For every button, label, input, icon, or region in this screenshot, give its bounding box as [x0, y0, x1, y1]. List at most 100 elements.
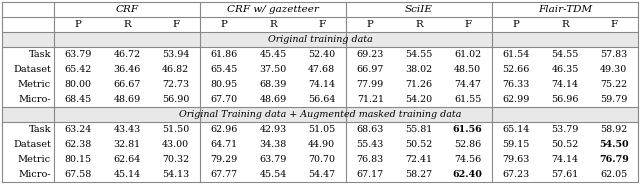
Text: 59.15: 59.15: [502, 140, 530, 149]
Text: R: R: [269, 20, 277, 29]
Text: 79.63: 79.63: [502, 155, 530, 164]
Text: 67.23: 67.23: [502, 170, 530, 179]
Text: Dataset: Dataset: [13, 65, 51, 74]
Text: 48.50: 48.50: [454, 65, 481, 74]
Text: 68.45: 68.45: [65, 95, 92, 104]
Text: 56.64: 56.64: [308, 95, 335, 104]
Text: 36.46: 36.46: [113, 65, 141, 74]
Text: Micro-: Micro-: [19, 170, 51, 179]
Text: 55.43: 55.43: [356, 140, 384, 149]
Text: Metric: Metric: [18, 80, 51, 89]
Text: 44.90: 44.90: [308, 140, 335, 149]
Text: 46.35: 46.35: [551, 65, 579, 74]
Text: 71.21: 71.21: [357, 95, 384, 104]
Text: 54.13: 54.13: [162, 170, 189, 179]
Text: 48.69: 48.69: [113, 95, 141, 104]
Text: 59.79: 59.79: [600, 95, 627, 104]
Text: Micro-: Micro-: [19, 95, 51, 104]
Text: 45.54: 45.54: [259, 170, 287, 179]
Text: 58.92: 58.92: [600, 125, 627, 134]
Text: 37.50: 37.50: [259, 65, 287, 74]
Text: 53.94: 53.94: [162, 50, 189, 59]
Text: 50.52: 50.52: [405, 140, 433, 149]
Text: 62.05: 62.05: [600, 170, 627, 179]
Text: 46.72: 46.72: [113, 50, 141, 59]
Text: 54.47: 54.47: [308, 170, 335, 179]
Text: 80.95: 80.95: [211, 80, 238, 89]
Text: 61.54: 61.54: [502, 50, 530, 59]
Text: 66.97: 66.97: [356, 65, 384, 74]
Text: 53.79: 53.79: [551, 125, 579, 134]
Bar: [2, 107, 638, 122]
Text: 52.40: 52.40: [308, 50, 335, 59]
Text: 54.55: 54.55: [551, 50, 579, 59]
Text: 57.83: 57.83: [600, 50, 627, 59]
Text: 77.99: 77.99: [356, 80, 384, 89]
Text: 61.02: 61.02: [454, 50, 481, 59]
Text: 63.79: 63.79: [259, 155, 287, 164]
Text: 55.81: 55.81: [405, 125, 433, 134]
Text: F: F: [610, 20, 617, 29]
Text: 74.47: 74.47: [454, 80, 481, 89]
Text: 56.96: 56.96: [551, 95, 579, 104]
Text: 74.14: 74.14: [308, 80, 335, 89]
Text: 69.23: 69.23: [356, 50, 384, 59]
Text: F: F: [318, 20, 325, 29]
Text: Dataset: Dataset: [13, 140, 51, 149]
Text: 67.70: 67.70: [211, 95, 238, 104]
Text: 71.26: 71.26: [405, 80, 433, 89]
Text: 61.86: 61.86: [211, 50, 238, 59]
Text: Original Training data + Augmented masked training data: Original Training data + Augmented maske…: [179, 110, 461, 119]
Text: 48.69: 48.69: [259, 95, 287, 104]
Text: Flair-TDM: Flair-TDM: [538, 5, 592, 14]
Text: 46.82: 46.82: [162, 65, 189, 74]
Text: Metric: Metric: [18, 155, 51, 164]
Text: 45.14: 45.14: [113, 170, 141, 179]
Text: 62.96: 62.96: [211, 125, 238, 134]
Text: CRF: CRF: [115, 5, 139, 14]
Text: 47.68: 47.68: [308, 65, 335, 74]
Text: 61.55: 61.55: [454, 95, 481, 104]
Text: 76.83: 76.83: [356, 155, 384, 164]
Text: Task: Task: [29, 50, 51, 59]
Text: 76.33: 76.33: [502, 80, 530, 89]
Text: 65.42: 65.42: [65, 65, 92, 74]
Text: SciIE: SciIE: [405, 5, 433, 14]
Text: 42.93: 42.93: [259, 125, 287, 134]
Text: 62.40: 62.40: [452, 170, 483, 179]
Text: 80.15: 80.15: [65, 155, 92, 164]
Text: 62.99: 62.99: [502, 95, 530, 104]
Text: 67.58: 67.58: [65, 170, 92, 179]
Text: 74.14: 74.14: [552, 155, 579, 164]
Text: 51.05: 51.05: [308, 125, 335, 134]
Text: 50.52: 50.52: [552, 140, 579, 149]
Text: 43.00: 43.00: [162, 140, 189, 149]
Text: 57.61: 57.61: [552, 170, 579, 179]
Text: 64.71: 64.71: [211, 140, 238, 149]
Text: R: R: [123, 20, 131, 29]
Text: 49.30: 49.30: [600, 65, 627, 74]
Text: 52.66: 52.66: [502, 65, 530, 74]
Text: 79.29: 79.29: [211, 155, 238, 164]
Text: 68.63: 68.63: [356, 125, 384, 134]
Text: 76.79: 76.79: [599, 155, 628, 164]
Text: 67.77: 67.77: [211, 170, 238, 179]
Text: 75.22: 75.22: [600, 80, 627, 89]
Text: 32.81: 32.81: [113, 140, 141, 149]
Text: 58.27: 58.27: [405, 170, 433, 179]
Text: 63.79: 63.79: [65, 50, 92, 59]
Text: 63.24: 63.24: [65, 125, 92, 134]
Text: Task: Task: [29, 125, 51, 134]
Text: 74.56: 74.56: [454, 155, 481, 164]
Text: 51.50: 51.50: [162, 125, 189, 134]
Text: 34.38: 34.38: [259, 140, 287, 149]
Text: 62.38: 62.38: [65, 140, 92, 149]
Text: P: P: [75, 20, 82, 29]
Text: 66.67: 66.67: [113, 80, 141, 89]
Text: R: R: [415, 20, 423, 29]
Text: 45.45: 45.45: [259, 50, 287, 59]
Text: P: P: [221, 20, 228, 29]
Text: 68.39: 68.39: [259, 80, 287, 89]
Text: 54.55: 54.55: [405, 50, 433, 59]
Text: 72.41: 72.41: [406, 155, 433, 164]
